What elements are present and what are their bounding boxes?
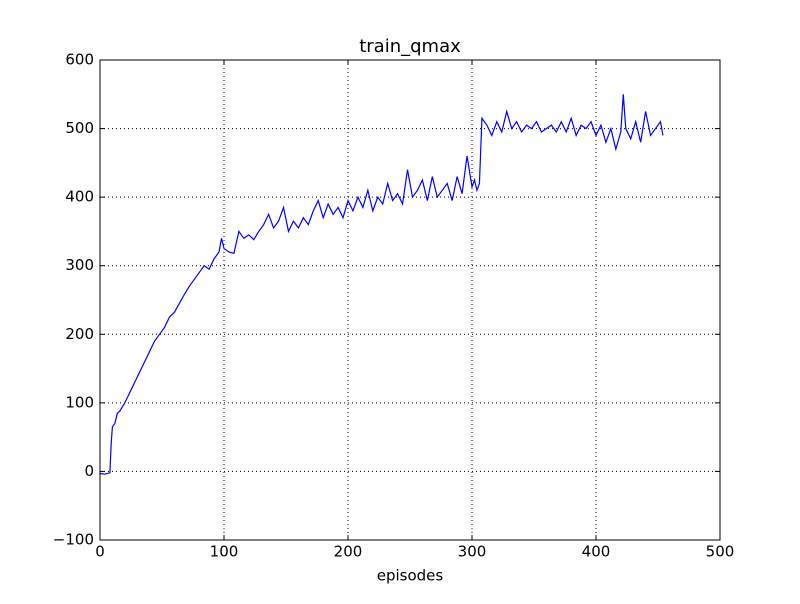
y-tick-label: 300 — [65, 256, 94, 274]
y-tick-label: 200 — [65, 325, 94, 343]
y-tick-label: 0 — [84, 462, 94, 480]
y-tick-label: 500 — [65, 119, 94, 137]
plot-frame — [99, 59, 721, 541]
y-tick-label: −100 — [53, 531, 94, 549]
x-tick-label: 500 — [706, 543, 735, 561]
y-tick-label: 600 — [65, 51, 94, 69]
x-axis-label: episodes — [377, 567, 444, 585]
y-tick-label: 100 — [65, 393, 94, 411]
chart-title: train_qmax — [359, 36, 461, 57]
x-tick-label: 400 — [582, 543, 611, 561]
x-tick-label: 0 — [95, 543, 105, 561]
y-tick-label: 400 — [65, 188, 94, 206]
x-tick-label: 100 — [210, 543, 239, 561]
data-line — [99, 94, 664, 475]
x-tick-label: 300 — [458, 543, 487, 561]
x-tick-label: 200 — [334, 543, 363, 561]
